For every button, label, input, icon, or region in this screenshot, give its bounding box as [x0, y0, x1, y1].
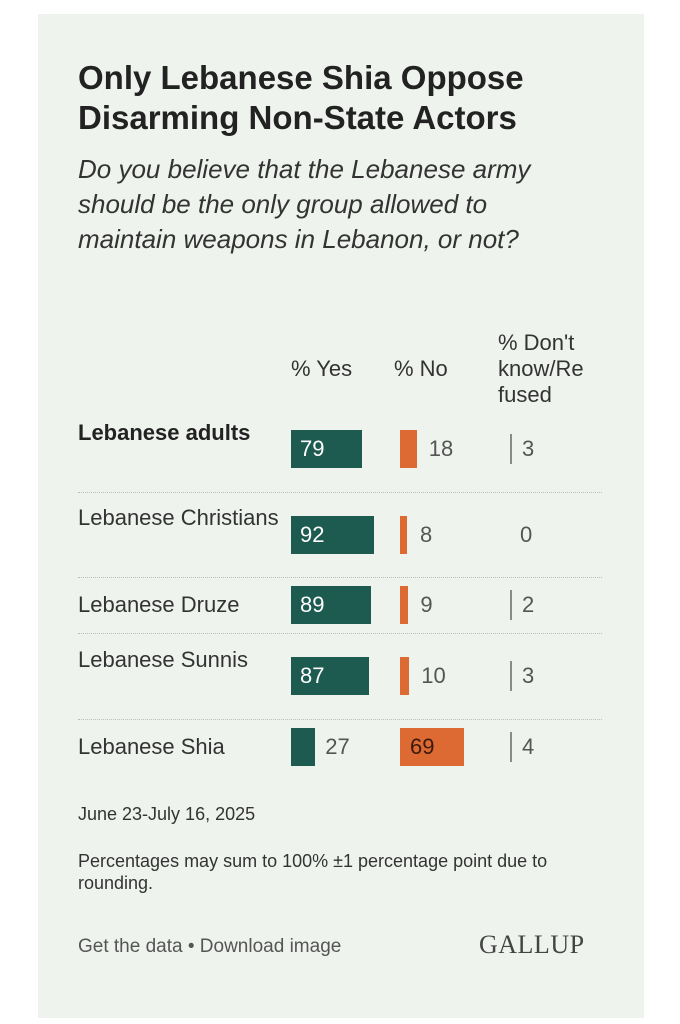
value-label-yes: 89 [300, 592, 325, 617]
bar-no [400, 516, 408, 554]
row-separator [78, 719, 602, 720]
bar-yes [291, 430, 363, 468]
value-label-yes: 27 [325, 734, 350, 759]
value-label-dont-know: 0 [520, 522, 533, 547]
gallup-logo: GALLUP [479, 930, 585, 959]
get-data-link[interactable]: Get the data [78, 936, 183, 957]
link-separator: • [187, 936, 195, 957]
bar-yes [291, 516, 374, 554]
row-separator [78, 492, 602, 493]
value-label-dont-know: 2 [522, 592, 535, 617]
survey-date: June 23-July 16, 2025 [78, 804, 256, 824]
row-label-lebanese-sunnis: Lebanese Sunnis [78, 647, 249, 672]
value-label-yes: 79 [300, 436, 325, 461]
value-label-yes: 92 [300, 522, 325, 547]
bar-yes [291, 586, 372, 624]
value-label-no: 18 [428, 436, 454, 461]
chart-title: Only Lebanese Shia Oppose Disarming Non-… [78, 59, 524, 136]
bar-yes [291, 728, 316, 766]
bar-no [400, 586, 409, 624]
value-label-no: 69 [410, 734, 435, 759]
value-label-dont-know: 3 [522, 663, 535, 688]
bar-dont-know [510, 590, 512, 620]
value-label-yes: 87 [300, 663, 325, 688]
column-header-no: % No [394, 356, 448, 381]
row-label-lebanese-shia: Lebanese Shia [78, 734, 225, 759]
row-label-lebanese-christians: Lebanese Christians [78, 505, 279, 530]
bar-no [400, 728, 465, 766]
value-label-no: 9 [420, 592, 433, 617]
value-label-no: 8 [420, 522, 433, 547]
column-header-yes: % Yes [291, 356, 353, 381]
row-label-lebanese-adults: Lebanese adults [78, 420, 251, 445]
bar-dont-know [510, 434, 512, 464]
value-label-no: 10 [421, 663, 446, 688]
footer-links: Get the data • Download image [78, 936, 341, 958]
download-image-link[interactable]: Download image [199, 936, 342, 957]
column-header-dont-know: % Don't know/Re fused [498, 330, 584, 407]
value-label-dont-know: 3 [522, 436, 535, 461]
row-separator [78, 633, 602, 634]
row-label-lebanese-druze: Lebanese Druze [78, 592, 240, 617]
bar-dont-know [510, 732, 512, 762]
rounding-note: Percentages may sum to 100% ±1 percentag… [78, 851, 548, 893]
row-separator [78, 577, 602, 578]
chart-subtitle: Do you believe that the Lebanese army sh… [78, 154, 531, 254]
bar-no [400, 430, 417, 468]
bar-dont-know [510, 661, 512, 691]
bar-no [400, 657, 410, 695]
bar-yes [291, 657, 370, 695]
value-label-dont-know: 4 [522, 734, 535, 759]
